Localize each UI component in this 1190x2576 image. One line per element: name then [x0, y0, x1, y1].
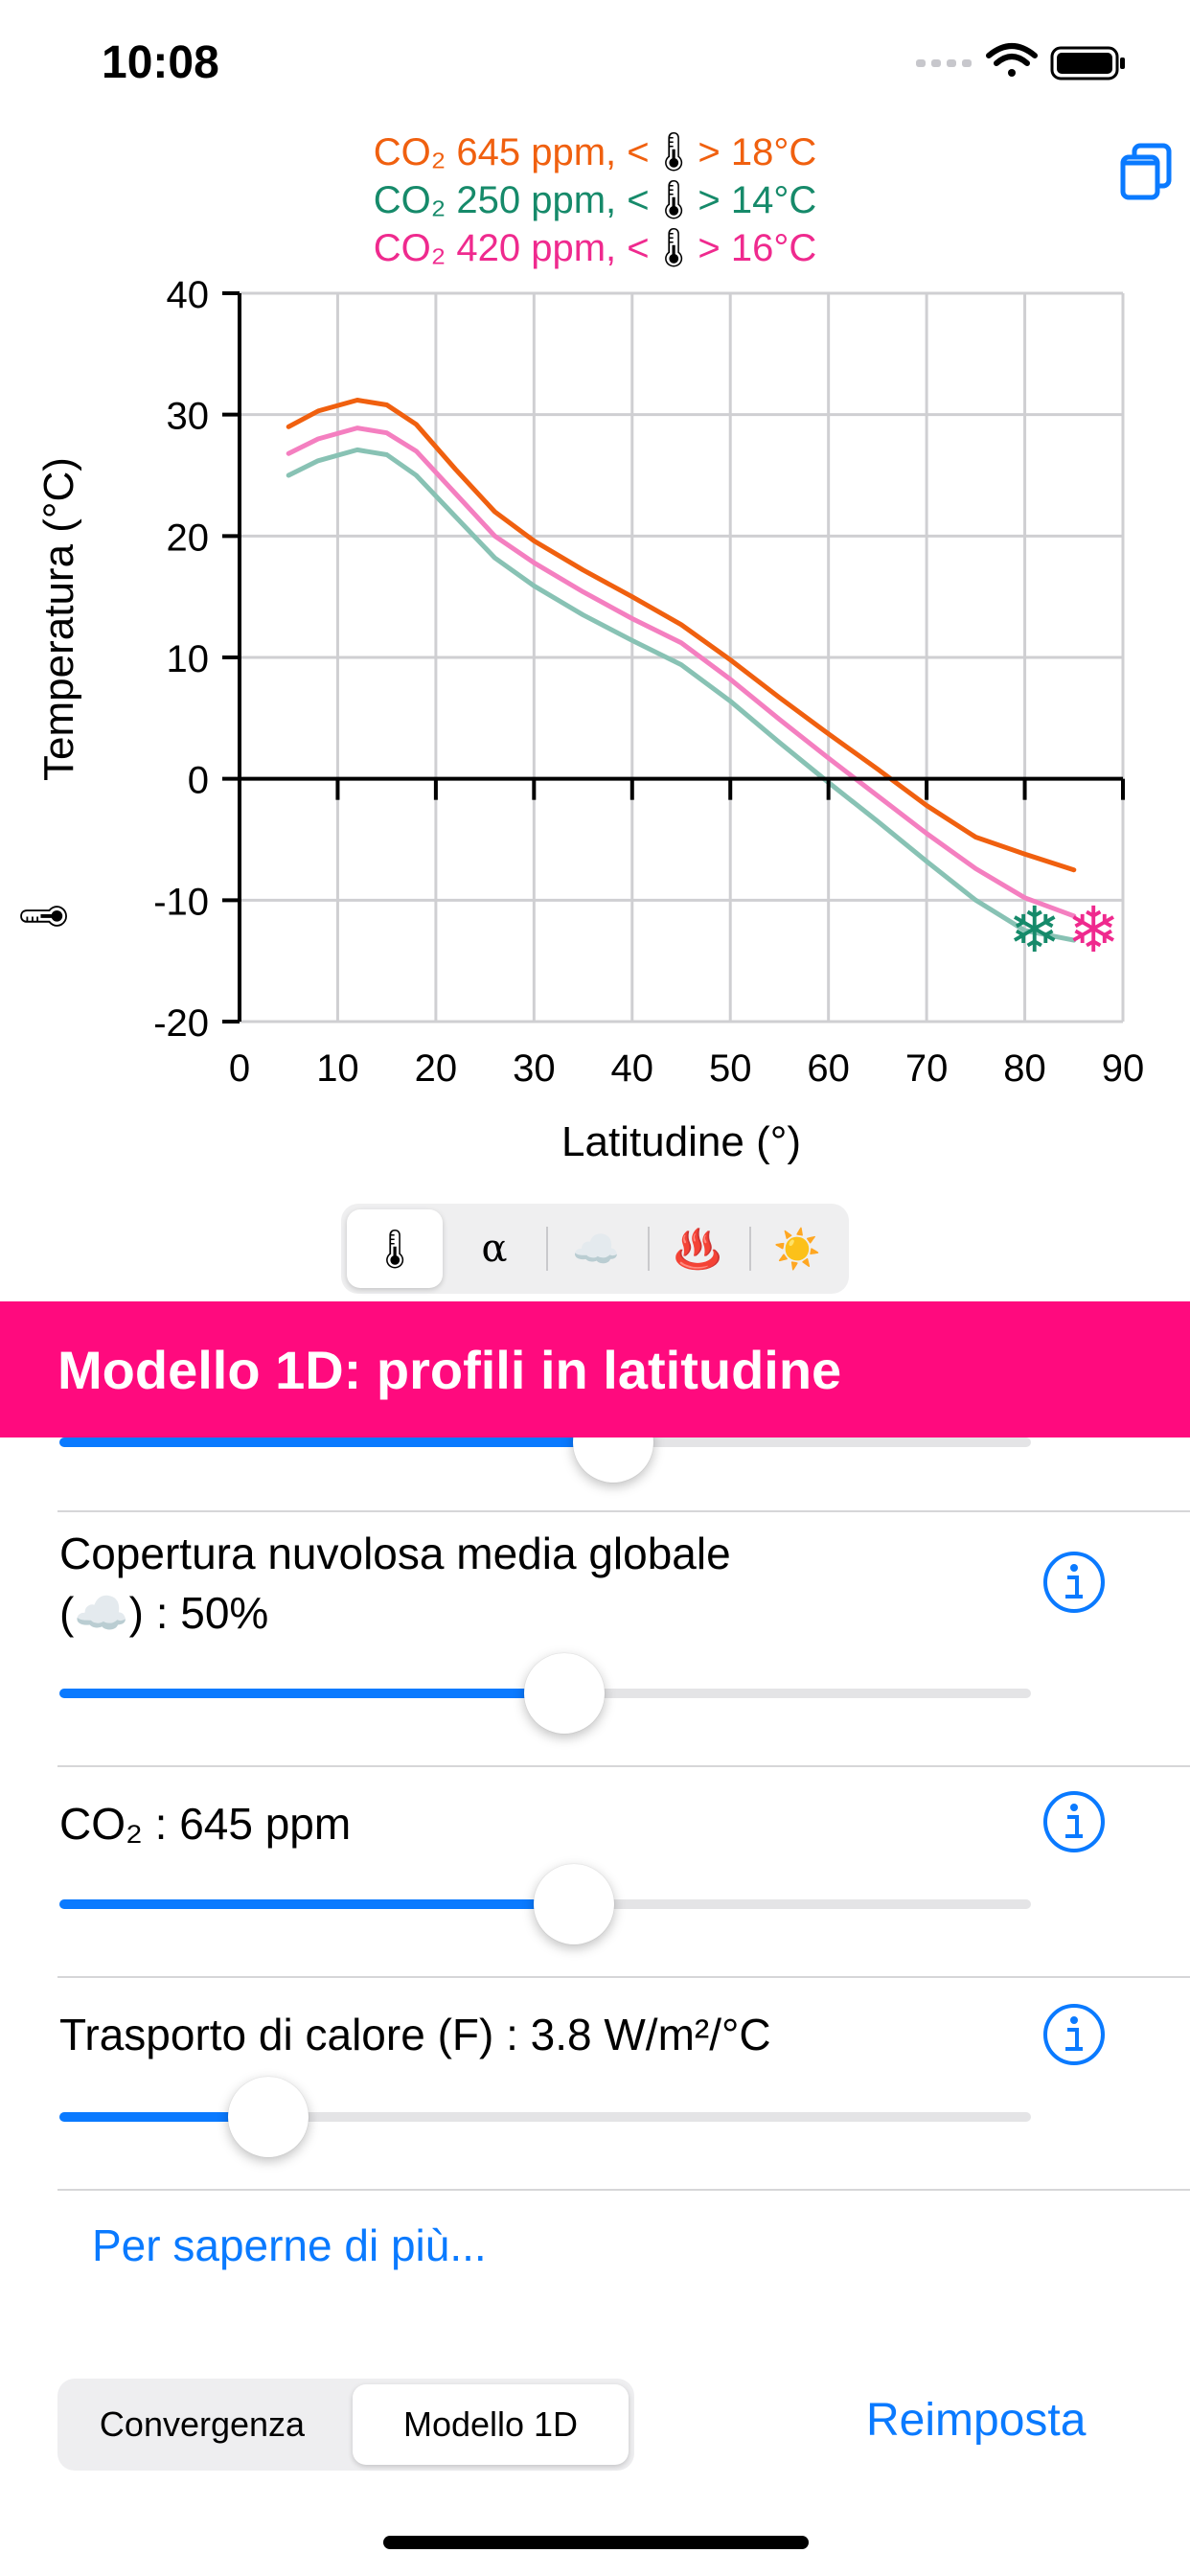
legend-co2-label: CO₂ 420 ppm, < — [373, 227, 650, 269]
series-line — [286, 398, 1077, 873]
chart-tabs: 🌡 α ☁️ ♨️ ☀️ — [341, 1204, 849, 1294]
copy-button[interactable] — [1119, 142, 1175, 201]
x-axis-label: Latitudine (°) — [561, 1118, 801, 1165]
legend-temp-label: > 16°C — [698, 227, 817, 269]
status-icons — [916, 43, 1125, 80]
sun-icon: ☀️ — [773, 1228, 821, 1271]
slider-thumb[interactable] — [524, 1653, 606, 1734]
thermometer-icon: 🌡 — [370, 1228, 420, 1271]
y-tick-label: -20 — [153, 1002, 209, 1045]
segment-convergenza[interactable]: Convergenza — [99, 2404, 306, 2444]
y-tick-label: 30 — [167, 396, 210, 438]
y-axis-label: Temperatura (°C) — [35, 457, 82, 781]
cloud-cover-slider[interactable] — [59, 1653, 1031, 1734]
tab-separator — [546, 1227, 548, 1271]
x-tick-label: 20 — [415, 1047, 458, 1090]
albedo-icon: α — [481, 1227, 508, 1271]
series-line — [286, 426, 1077, 919]
snowflake-icon: ❄ — [1008, 893, 1061, 967]
y-tick-label: 0 — [188, 760, 209, 802]
x-tick-label: 70 — [905, 1047, 949, 1090]
latitude-temperature-chart: 40 30 20 10 0 -10 -20 0 10 20 30 40 50 60 70 80 90 Latitu… — [19, 274, 1145, 1165]
y-tick-label: 20 — [167, 517, 210, 559]
info-icon[interactable] — [1042, 1790, 1106, 1853]
y-tick-label: -10 — [153, 881, 209, 923]
x-tick-label: 10 — [316, 1047, 359, 1090]
tab-albedo[interactable]: α — [446, 1209, 542, 1288]
tab-clouds[interactable]: ☁️ — [548, 1209, 644, 1288]
wifi-icon — [986, 43, 1038, 77]
status-time: 10:08 — [102, 37, 219, 88]
x-tick-label: 0 — [229, 1047, 250, 1090]
x-tick-label: 50 — [709, 1047, 752, 1090]
co2-label: CO₂ : 645 ppm — [59, 1799, 352, 1849]
info-icon[interactable] — [1042, 2003, 1106, 2066]
x-tick-label: 30 — [513, 1047, 556, 1090]
divider — [57, 2189, 1190, 2191]
x-tick-label: 60 — [807, 1047, 850, 1090]
slider-thumb[interactable] — [228, 2077, 309, 2157]
co2-slider[interactable] — [59, 1864, 1031, 1944]
slider-fill — [59, 1899, 575, 1909]
home-indicator — [383, 2536, 809, 2549]
tab-heat[interactable]: ♨️ — [650, 1209, 745, 1288]
cloud-cover-label-line2: (☁️) : 50% — [59, 1588, 269, 1638]
info-icon[interactable] — [1042, 1551, 1106, 1614]
slider-thumb[interactable] — [534, 1864, 615, 1944]
cloud-cover-label: Copertura nuvolosa media globale (☁️) : … — [59, 1524, 998, 1643]
x-tick-label: 90 — [1102, 1047, 1145, 1090]
mode-segmented-control: Convergenza Modello 1D — [57, 2379, 634, 2471]
tab-separator — [648, 1227, 650, 1271]
signal-icon — [916, 59, 972, 67]
legend-entry-2: CO₂ 250 ppm, <🌡> 14°C — [0, 176, 1190, 224]
divider — [57, 1976, 1190, 1978]
x-tick-label: 40 — [611, 1047, 654, 1090]
legend-entry-3: CO₂ 420 ppm, <🌡> 16°C — [0, 224, 1190, 272]
thermometer-icon: 🌡 — [649, 227, 698, 269]
segment-modello-1d[interactable]: Modello 1D — [353, 2384, 629, 2465]
slider-fill — [59, 1689, 565, 1698]
partial-slider[interactable] — [59, 1402, 1031, 1483]
thermometer-icon: 🌡 — [19, 887, 70, 946]
section-title: Modello 1D: profili in latitudine — [57, 1339, 842, 1400]
x-tick-label: 80 — [1003, 1047, 1046, 1090]
y-tick-label: 10 — [167, 638, 210, 680]
tab-separator — [749, 1227, 751, 1271]
legend-co2-label: CO₂ 250 ppm, < — [373, 179, 650, 221]
heat-transport-label: Trasporto di calore (F) : 3.8 W/m²/°C — [59, 2010, 771, 2059]
legend-entry-1: CO₂ 645 ppm, <🌡> 18°C — [0, 128, 1190, 176]
heat-icon: ♨️ — [674, 1228, 721, 1271]
learn-more-link[interactable]: Per saperne di più... — [92, 2220, 487, 2270]
divider — [57, 1765, 1190, 1767]
slider-fill — [59, 1438, 613, 1447]
thermometer-icon: 🌡 — [649, 179, 698, 221]
snowflake-icon: ❄ — [1067, 893, 1120, 967]
copy-icon — [1120, 143, 1172, 200]
heat-transport-slider[interactable] — [59, 2077, 1031, 2157]
legend-co2-label: CO₂ 645 ppm, < — [373, 131, 650, 173]
section-header: Modello 1D: profili in latitudine — [0, 1301, 1190, 1438]
cloud-cover-label-line1: Copertura nuvolosa media globale — [59, 1529, 731, 1578]
tab-temperature[interactable]: 🌡 — [347, 1209, 443, 1288]
legend-temp-label: > 18°C — [698, 131, 817, 173]
thermometer-icon: 🌡 — [649, 131, 698, 173]
slider-fill — [59, 2112, 268, 2122]
battery-icon — [1050, 46, 1125, 80]
cloud-icon: ☁️ — [572, 1228, 620, 1271]
legend-temp-label: > 14°C — [698, 179, 817, 221]
reset-button[interactable]: Reimposta — [866, 2395, 1087, 2446]
y-tick-label: 40 — [167, 274, 210, 316]
series-line — [286, 447, 1077, 943]
divider — [57, 1510, 1190, 1512]
tab-sun[interactable]: ☀️ — [749, 1209, 845, 1288]
